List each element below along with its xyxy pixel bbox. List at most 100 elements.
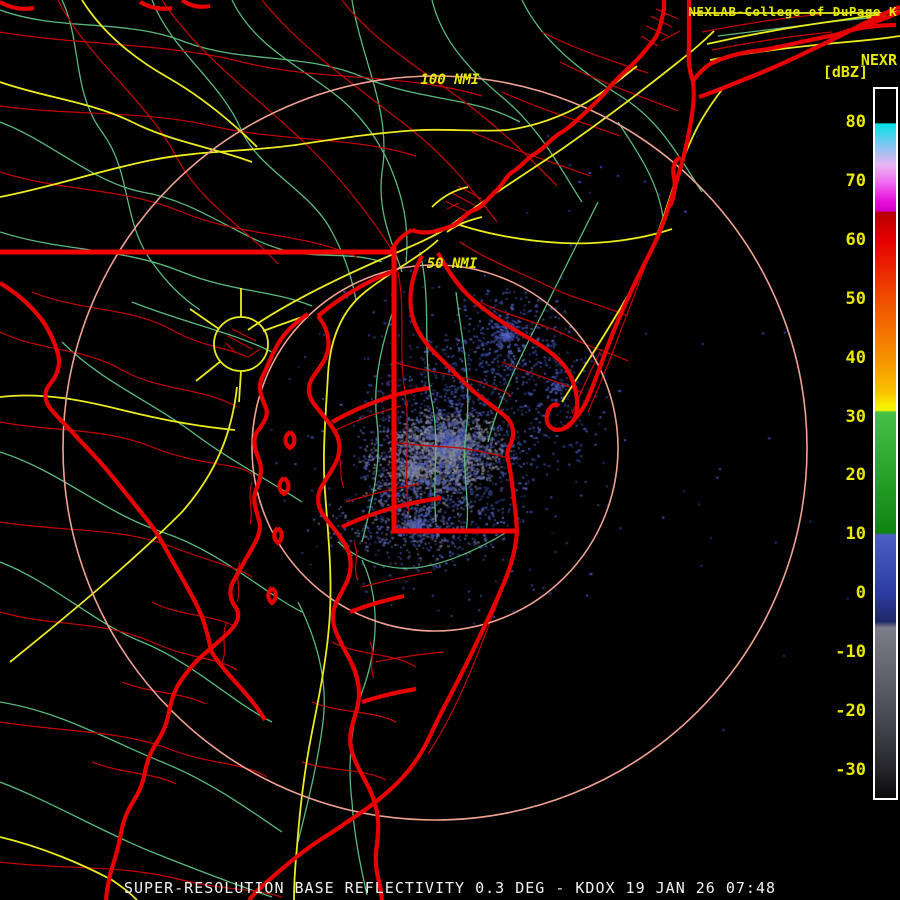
roads-thin-red-path — [541, 31, 649, 74]
colorbar-title: NEXR — [860, 51, 897, 69]
colorbar-tick-70: 70 — [845, 170, 866, 191]
colorbar-tick--20: -20 — [835, 701, 866, 722]
roads-thin-red-path — [0, 171, 358, 258]
county-lines-green-path — [61, 0, 201, 311]
county-lines-green-path — [151, 0, 357, 301]
coast-thick-red-path — [561, 80, 696, 431]
coast-thick-red-path — [436, 251, 580, 432]
county-lines-green-path — [431, 0, 583, 203]
county-lines-green-path — [351, 0, 403, 273]
county-lines-green-path — [455, 291, 469, 533]
coast-thick-red-path — [247, 462, 520, 900]
coast-thick-red-path — [411, 0, 667, 235]
highways-yellow-path — [453, 222, 673, 245]
colorbar-tick-80: 80 — [845, 112, 866, 132]
highways-yellow-path — [506, 65, 638, 131]
highways-yellow-path — [0, 394, 236, 431]
county-lines-green-path — [61, 341, 303, 503]
county-lines-green-path — [297, 601, 325, 843]
highways-yellow-path — [431, 186, 483, 233]
highways-yellow-path — [0, 81, 253, 163]
product-title: SUPER-RESOLUTION BASE REFLECTIVITY 0.3 D… — [124, 879, 776, 897]
highways-yellow-path — [189, 288, 303, 403]
county-lines-green-path — [231, 0, 408, 263]
county-lines-green-path — [0, 781, 273, 898]
coast-thick-red-path — [698, 5, 900, 99]
coast-thick-red-path — [103, 312, 310, 900]
county-lines-green-path — [361, 301, 397, 543]
county-lines-green-path — [0, 701, 283, 833]
colorbar-tick-20: 20 — [845, 465, 866, 486]
range-ring-label: 50 NMI — [427, 256, 478, 272]
county-lines-green-path — [337, 531, 508, 569]
county-lines-green-path — [131, 301, 273, 353]
colorbar-tick-60: 60 — [845, 229, 866, 250]
coast-thick-red-path — [209, 649, 267, 722]
roads-thin-red-path — [0, 331, 238, 408]
range-ring — [62, 75, 808, 821]
roads-thin-red-path — [559, 61, 679, 112]
county-lines-green-path — [617, 121, 664, 218]
roads-thin-red-path — [393, 441, 513, 460]
roads-thin-red-path — [261, 0, 498, 223]
highways-yellow-path — [561, 86, 725, 403]
roads-thin-red-path — [0, 521, 253, 578]
roads-thin-red-path — [91, 601, 237, 785]
coast-thick-red-path — [686, 0, 695, 82]
highways-yellow-path — [0, 128, 508, 198]
county-lines-green-path — [487, 201, 599, 443]
highways-yellow-path — [81, 0, 258, 148]
county-lines-green-path — [0, 561, 273, 723]
roads-thin-red-path — [0, 421, 253, 475]
roads-thin-red-path — [331, 405, 445, 663]
roads-thin-red-path — [57, 0, 279, 265]
coast-thick-red-path — [0, 0, 211, 11]
roads-thin-red-path — [701, 13, 833, 51]
colorbar — [873, 87, 898, 800]
roads-thin-red-path — [0, 31, 483, 97]
roads-thin-red-path — [0, 611, 238, 671]
roads-thin-red-path — [444, 185, 483, 217]
roads-thin-red — [0, 0, 833, 898]
range-rings-layer — [62, 75, 808, 821]
roads-thin-red-path — [341, 0, 558, 187]
highways-yellow-path — [213, 316, 269, 372]
county-lines-green-path — [0, 121, 383, 263]
range-ring-label: 100 NMI — [420, 72, 480, 88]
coast-thick-red-path — [306, 314, 385, 900]
highways-yellow-path — [247, 30, 715, 331]
roads-thin-red-path — [0, 861, 283, 898]
coast-thick-red-path — [316, 268, 398, 318]
colorbar-tick--10: -10 — [835, 642, 866, 663]
range-ring — [251, 264, 619, 632]
roads-thin-red-path — [31, 291, 248, 358]
coast-thick-red-path — [845, 22, 897, 34]
colorbar-tick-50: 50 — [845, 288, 866, 309]
roads-thin-red-path — [301, 641, 417, 781]
coast-thick-red-path — [266, 430, 297, 606]
roads-thin-red-path — [479, 301, 629, 362]
roads-thin-red-path — [0, 105, 417, 157]
roads-thin-red-path — [459, 241, 629, 317]
roads-thin-red-path — [225, 328, 261, 358]
coast-thick-red-path — [0, 281, 214, 652]
county-lines-green-path — [0, 451, 303, 613]
roads-thin-red-path — [161, 0, 393, 251]
roads-thin-red-path — [221, 481, 253, 663]
attribution-text: NEXLAB-College of DuPage K — [688, 4, 897, 19]
county-lines-green-path — [419, 251, 437, 523]
state-borders-bright-red-path — [391, 247, 517, 534]
colorbar-tick-10: 10 — [845, 524, 866, 545]
roads-thin-red-path — [393, 361, 512, 397]
coast-thick-red-path — [408, 255, 516, 464]
colorbar-tick-40: 40 — [845, 347, 866, 368]
roads-thin-red-path — [0, 721, 268, 778]
county-lines-green-path — [0, 231, 313, 307]
colorbar-tick-30: 30 — [845, 406, 866, 427]
state-borders-bright-red — [0, 247, 517, 534]
highways-yellow-path — [9, 386, 238, 663]
